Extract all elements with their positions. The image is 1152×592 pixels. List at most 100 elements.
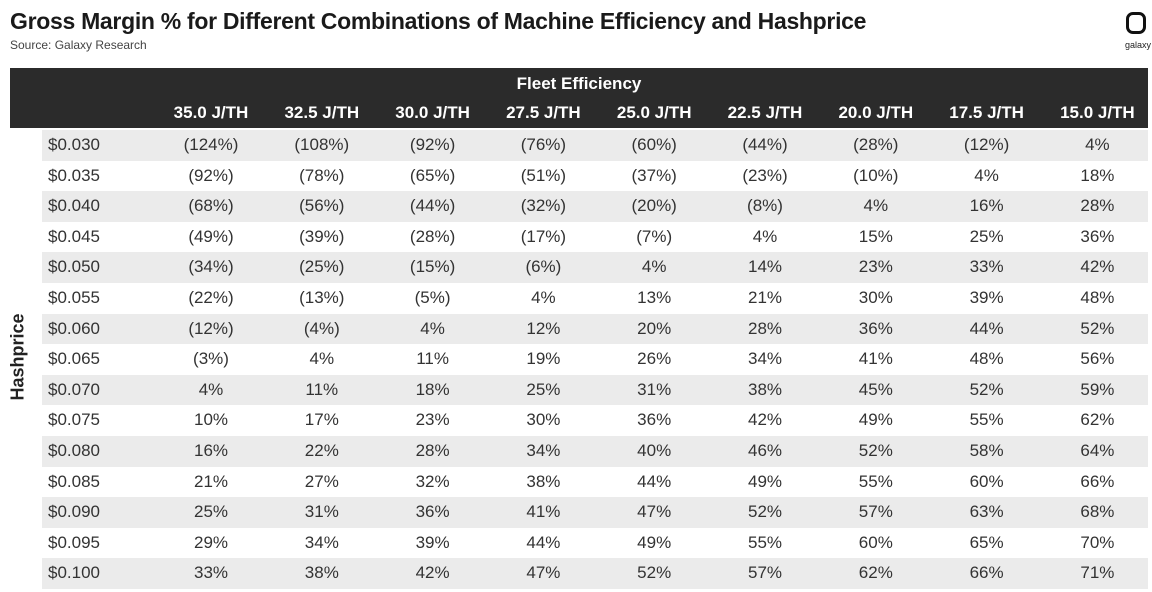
cell: 39% [969,288,1004,307]
cell: 25% [969,226,1004,246]
cell: 23% [858,257,893,277]
cell: 41% [526,502,561,522]
cell: 70% [1080,532,1115,552]
cell: 23% [415,410,450,430]
cell: 34% [304,532,339,552]
row-label: $0.100 [48,563,100,583]
cell: (44%) [742,135,788,154]
cell: 28% [1080,196,1115,216]
row-label: $0.035 [48,165,100,185]
cell: 57% [747,563,783,583]
cell: 36% [415,502,450,522]
row-label: $0.085 [48,471,100,491]
cell: 27% [304,471,339,491]
cell: 48% [1080,288,1115,307]
cell: (22%) [188,288,234,307]
cell: (37%) [631,165,677,185]
row-label: $0.070 [48,379,100,399]
row-stripe [42,558,1148,589]
cell: 42% [415,563,450,583]
cell: 4% [420,318,445,338]
cell: (60%) [631,135,677,154]
cell: 52% [969,379,1004,399]
cell: 44% [526,532,561,552]
cell: 29% [193,532,229,552]
cell: 49% [747,471,783,491]
row-label: $0.055 [48,288,100,307]
logo-icon [1126,12,1146,34]
cell: (92%) [188,165,234,185]
cell: 63% [969,502,1004,522]
cell: 4% [863,196,889,216]
source: Source: Galaxy Research [10,38,147,52]
column-header: 35.0 J/TH [173,103,249,122]
cell: 56% [1080,349,1115,369]
column-header: 17.5 J/TH [949,103,1024,122]
cell: 71% [1080,563,1115,583]
cell: 28% [415,441,450,460]
cell: 31% [304,502,339,522]
cell: 30% [526,410,561,430]
row-label: $0.030 [48,135,100,154]
cell: 68% [1080,502,1115,522]
cell: 55% [858,471,893,491]
row-label: $0.065 [48,349,100,369]
cell: 62% [1080,410,1115,430]
cell: 33% [969,257,1004,277]
row-label: $0.045 [48,226,100,246]
cell: 20% [637,318,672,338]
column-header: 25.0 J/TH [616,103,692,122]
row-stripe [42,191,1148,222]
cell: 47% [526,563,561,583]
cell: 19% [526,349,561,369]
header-band [10,68,1148,128]
cell: 49% [637,532,672,552]
cell: 14% [747,257,783,277]
cell: (28%) [409,226,456,246]
cell: 55% [747,532,783,552]
cell: (12%) [963,135,1010,154]
row-label: $0.080 [48,441,100,460]
row-label: $0.095 [48,532,100,552]
column-group: Fleet Efficiency [516,74,642,93]
row-label: $0.075 [48,410,100,430]
cell: (51%) [520,165,567,185]
cell: (23%) [742,165,788,185]
cell: (13%) [299,288,345,307]
cell: 36% [637,410,672,430]
cell: 47% [637,502,672,522]
cell: 34% [526,441,561,460]
cell: 52% [1080,318,1115,338]
cell: (32%) [520,196,567,216]
row-stripe [42,497,1148,528]
column-header: 22.5 J/TH [727,103,803,122]
cell: 62% [858,563,893,583]
cell: 10% [193,410,229,430]
cell: (56%) [299,196,345,216]
cell: 28% [747,318,783,338]
cell: 21% [193,471,229,491]
cell: 18% [415,379,450,399]
cell: 25% [526,379,561,399]
cell: 52% [858,441,893,460]
cell: (25%) [299,257,345,277]
row-label: $0.060 [48,318,100,338]
cell: 33% [193,563,229,583]
cell: (39%) [299,226,345,246]
cell: 38% [747,379,783,399]
cell: 64% [1080,441,1115,460]
cell: (49%) [188,226,234,246]
cell: 32% [415,471,450,491]
cell: 18% [1080,165,1115,185]
cell: 49% [858,410,893,430]
cell: 48% [969,349,1004,369]
cell: 40% [637,441,672,460]
cell: 60% [858,532,893,552]
cell: 4% [974,165,999,185]
row-stripe [42,436,1148,467]
cell: 66% [1080,471,1115,491]
cell: (15%) [409,257,456,277]
cell: (28%) [853,135,899,154]
cell: 17% [304,410,339,430]
cell: 4% [531,288,556,307]
